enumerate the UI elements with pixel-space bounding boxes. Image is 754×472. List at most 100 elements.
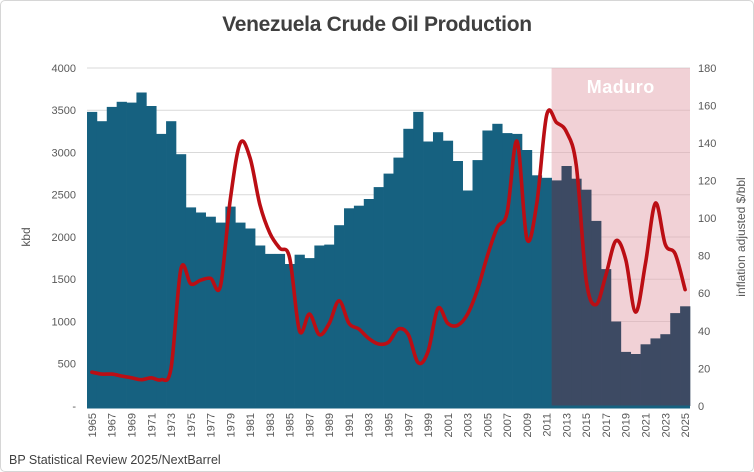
x-axis-tick: 2019 <box>621 413 633 437</box>
right-axis-tick: 140 <box>698 138 716 150</box>
production-bar <box>531 175 543 406</box>
production-bar <box>512 133 523 406</box>
x-axis-tick: 2023 <box>660 413 672 437</box>
production-bar <box>363 199 375 406</box>
x-axis-tick: 2015 <box>581 413 593 437</box>
x-axis-tick: 2011 <box>542 413 554 437</box>
x-axis-tick: 1985 <box>285 413 297 437</box>
right-axis-tick: 180 <box>698 63 716 75</box>
x-axis-tick: 2013 <box>561 413 573 437</box>
production-bar <box>492 123 503 407</box>
production-bar <box>462 190 473 406</box>
production-bar <box>156 133 167 406</box>
production-bar <box>423 141 434 406</box>
left-axis-tick: 4000 <box>52 63 76 75</box>
maduro-region-label: Maduro <box>586 77 655 97</box>
x-axis-tick: 1979 <box>225 413 237 437</box>
x-axis-tick: 1981 <box>245 413 257 437</box>
x-axis-tick: 2017 <box>601 413 613 437</box>
right-axis-tick: 20 <box>698 363 710 375</box>
production-bar <box>146 106 157 406</box>
production-bar <box>502 133 513 406</box>
production-bar <box>413 111 424 407</box>
production-bar <box>195 212 206 406</box>
left-axis-title: kbd <box>19 227 33 247</box>
left-axis-tick: 3500 <box>52 105 76 117</box>
production-bar <box>136 92 147 406</box>
production-bar <box>106 106 118 407</box>
chart-title: Venezuela Crude Oil Production <box>222 13 532 36</box>
x-axis-tick: 1975 <box>186 413 198 437</box>
production-bar <box>334 225 345 406</box>
production-bar <box>245 228 256 406</box>
production-bar <box>561 166 572 406</box>
left-axis-tick: 2000 <box>52 232 76 244</box>
production-bar <box>630 354 641 406</box>
production-bar <box>432 132 444 406</box>
production-bar <box>96 121 108 406</box>
right-axis-tick: 0 <box>698 401 704 413</box>
production-bar <box>215 222 226 406</box>
production-bar <box>185 207 197 406</box>
production-bar <box>304 258 315 406</box>
right-axis-tick: 40 <box>698 326 710 338</box>
production-bar <box>482 130 493 406</box>
x-axis-tick: 2021 <box>641 413 653 437</box>
source-note: BP Statistical Review 2025/NextBarrel <box>9 453 221 467</box>
production-bar <box>452 161 463 406</box>
production-bar <box>670 313 681 406</box>
x-axis-tick: 1987 <box>304 413 316 437</box>
left-axis-tick: 500 <box>58 359 76 371</box>
x-axis-tick: 1993 <box>364 413 376 437</box>
x-axis-tick: 2025 <box>680 413 692 437</box>
right-axis-tick: 80 <box>698 251 710 263</box>
production-bar <box>383 173 394 406</box>
production-bar <box>235 222 246 406</box>
x-axis-tick: 2009 <box>522 413 534 437</box>
x-axis-tick: 1969 <box>127 413 139 437</box>
x-axis-tick: 1977 <box>206 413 218 437</box>
production-bar <box>591 220 602 406</box>
production-bar <box>166 121 177 406</box>
production-bar <box>521 150 533 406</box>
production-bar <box>353 205 365 406</box>
production-bar <box>393 157 404 406</box>
production-bar <box>87 111 98 407</box>
production-bar <box>403 128 414 407</box>
x-axis-tick: 1995 <box>384 413 396 437</box>
price-line <box>90 108 687 383</box>
production-bar <box>571 178 582 406</box>
production-bar <box>205 216 216 406</box>
x-axis-tick: 2007 <box>502 413 514 437</box>
production-bar <box>680 306 691 406</box>
right-axis-tick: 120 <box>698 176 716 188</box>
x-axis-tick: 1999 <box>423 413 435 437</box>
production-bar <box>126 102 137 406</box>
production-bar <box>264 253 276 406</box>
production-bar <box>225 206 236 406</box>
production-bar <box>660 334 671 406</box>
production-bar <box>472 160 483 406</box>
production-bar <box>344 208 355 406</box>
production-bar <box>640 344 651 406</box>
production-bar <box>284 264 295 406</box>
production-bar <box>551 180 562 406</box>
left-axis-tick: - <box>72 401 76 413</box>
production-bar <box>373 187 384 406</box>
x-axis-tick: 1967 <box>107 413 119 437</box>
production-bar <box>314 245 325 406</box>
production-bar <box>650 338 661 406</box>
right-axis-tick: 160 <box>698 100 716 112</box>
production-bar <box>541 177 552 406</box>
left-axis-tick: 1000 <box>52 316 76 328</box>
left-axis-tick: 3000 <box>52 147 76 159</box>
x-axis-tick: 1973 <box>166 413 178 437</box>
production-bar <box>116 101 127 407</box>
x-axis-tick: 1989 <box>324 413 336 437</box>
x-axis-tick: 2001 <box>443 413 455 437</box>
production-bar <box>442 140 454 406</box>
x-axis-tick: 1983 <box>265 413 277 437</box>
production-bar <box>601 269 612 406</box>
